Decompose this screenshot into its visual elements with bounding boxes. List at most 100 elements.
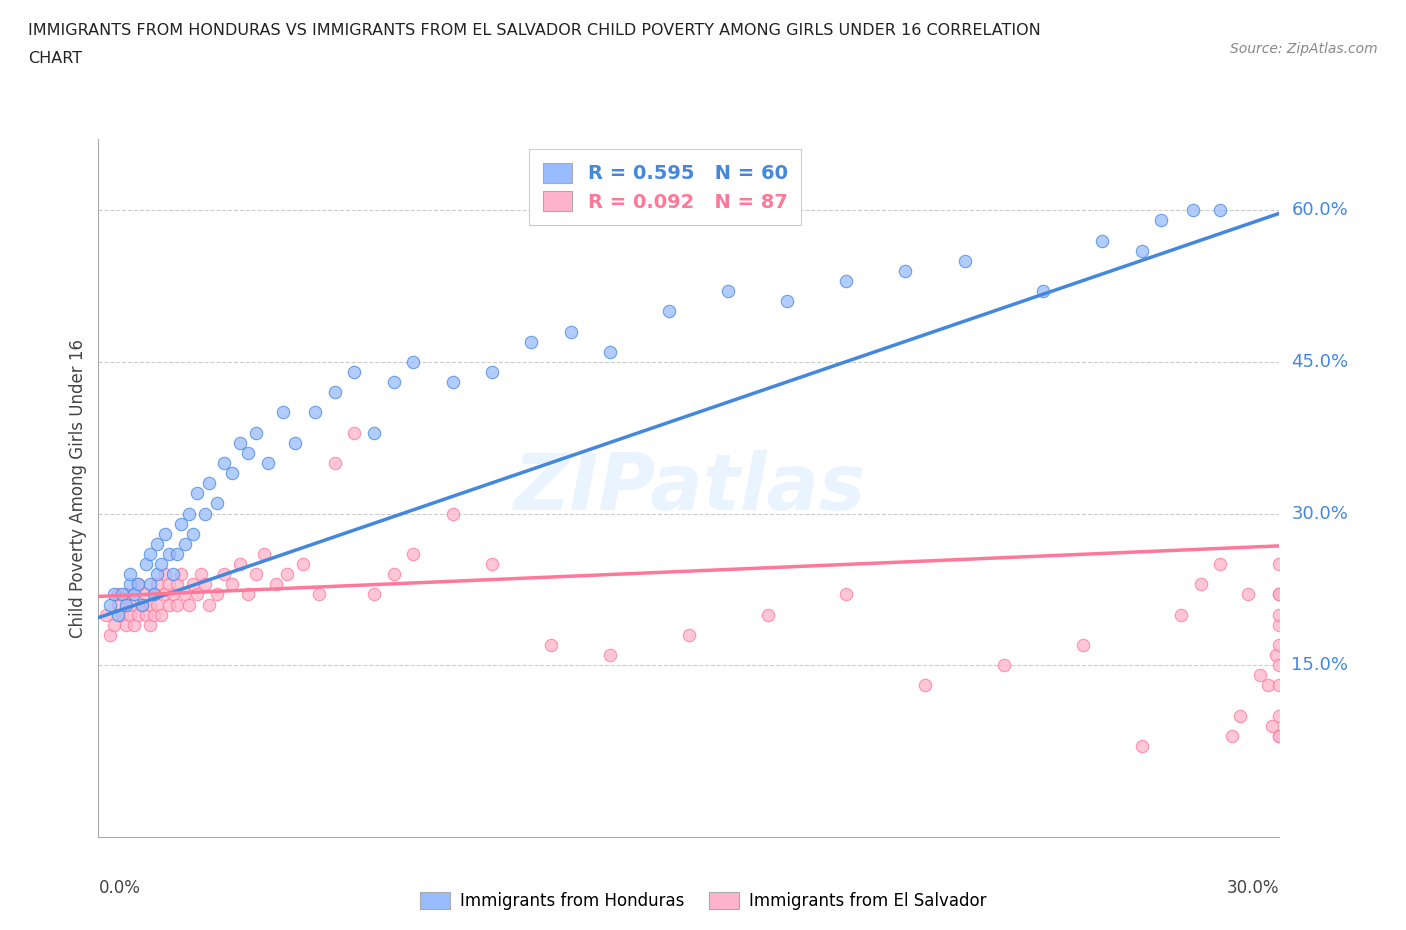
Point [111,607,134,622]
Point [205,587,228,602]
Point [756,607,779,622]
Point [122,587,145,602]
Point [197,597,219,612]
Point [835,273,858,288]
Text: 30.0%: 30.0% [1227,879,1279,897]
Point [177,597,200,612]
Point [181,577,204,591]
Point [214,456,236,471]
Point [118,577,141,591]
Point [103,618,125,632]
Text: Source: ZipAtlas.com: Source: ZipAtlas.com [1230,42,1378,56]
Point [166,547,188,562]
Point [1237,587,1260,602]
Point [953,253,976,268]
Point [162,566,184,581]
Point [1071,637,1094,652]
Point [146,566,169,581]
Point [157,597,180,612]
Point [256,456,278,471]
Point [1268,607,1291,622]
Point [98,628,121,643]
Point [155,566,177,581]
Point [135,607,157,622]
Point [308,587,330,602]
Legend: Immigrants from Honduras, Immigrants from El Salvador: Immigrants from Honduras, Immigrants fro… [413,885,993,917]
Point [103,587,125,602]
Point [131,597,153,612]
Point [122,587,145,602]
Point [111,587,134,602]
Point [142,587,165,602]
Point [1209,203,1232,218]
Point [138,618,160,632]
Point [1229,709,1251,724]
Point [221,466,243,481]
Point [122,618,145,632]
Point [155,526,177,541]
Point [127,577,149,591]
Point [382,375,405,390]
Point [138,577,160,591]
Point [150,607,173,622]
Text: 60.0%: 60.0% [1291,201,1348,219]
Point [115,587,138,602]
Point [1268,557,1291,572]
Point [1268,658,1291,672]
Point [155,587,177,602]
Point [560,325,582,339]
Point [170,566,193,581]
Point [323,385,346,400]
Point [343,425,366,440]
Point [214,566,236,581]
Point [304,405,326,419]
Y-axis label: Child Poverty Among Girls Under 16: Child Poverty Among Girls Under 16 [69,339,87,638]
Point [1260,718,1282,733]
Point [150,557,173,572]
Point [190,566,212,581]
Point [236,445,259,460]
Point [276,566,298,581]
Text: CHART: CHART [28,51,82,66]
Point [157,577,180,591]
Point [402,354,425,369]
Point [181,526,204,541]
Point [1268,618,1291,632]
Point [343,365,366,379]
Point [481,365,503,379]
Point [194,506,217,521]
Point [363,587,385,602]
Point [98,597,121,612]
Point [1268,728,1291,743]
Point [138,597,160,612]
Point [273,405,295,419]
Point [1150,213,1173,228]
Point [118,607,141,622]
Point [284,435,307,450]
Point [166,597,188,612]
Point [115,597,138,612]
Point [146,597,169,612]
Point [1268,587,1291,602]
Point [118,566,141,581]
Point [157,547,180,562]
Point [229,557,252,572]
Point [170,516,193,531]
Point [1130,244,1153,259]
Point [1170,607,1192,622]
Point [1249,668,1271,683]
Point [1032,284,1054,299]
Point [174,587,197,602]
Point [1189,577,1212,591]
Text: 30.0%: 30.0% [1291,504,1348,523]
Point [363,425,385,440]
Point [678,628,700,643]
Point [894,263,917,278]
Point [1220,728,1243,743]
Point [658,304,681,319]
Text: IMMIGRANTS FROM HONDURAS VS IMMIGRANTS FROM EL SALVADOR CHILD POVERTY AMONG GIRL: IMMIGRANTS FROM HONDURAS VS IMMIGRANTS F… [28,23,1040,38]
Point [107,607,129,622]
Point [1130,738,1153,753]
Point [107,587,129,602]
Point [96,607,118,622]
